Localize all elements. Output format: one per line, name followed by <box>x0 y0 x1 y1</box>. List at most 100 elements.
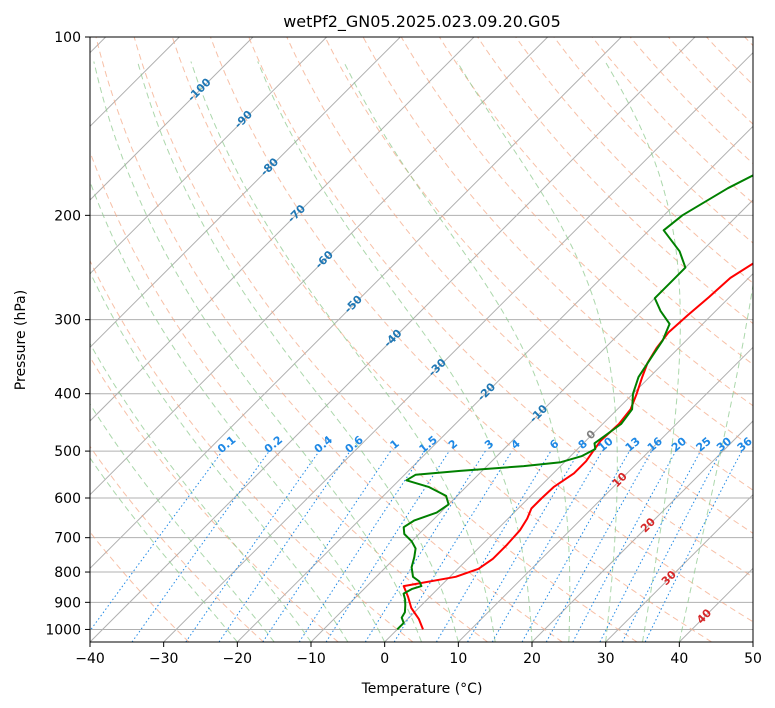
isotherm-line <box>605 493 753 642</box>
mixing-ratio-label: 36 <box>735 434 755 454</box>
x-tick-label: −30 <box>149 651 179 667</box>
isotherm-line <box>384 272 753 642</box>
dry-adiabat-line <box>706 37 753 86</box>
x-tick-label: 10 <box>449 651 467 667</box>
x-tick-label: −10 <box>296 651 326 667</box>
dry-adiabat-line <box>515 37 753 284</box>
isotherm-line <box>90 37 328 275</box>
moist-adiabat-line <box>90 271 349 642</box>
moist-adiabat-line <box>604 61 681 642</box>
y-tick-label: 800 <box>54 565 81 581</box>
moist-adiabat-line <box>343 61 571 642</box>
moist-adiabat-line <box>678 282 753 642</box>
mixing-ratio-line <box>545 450 653 642</box>
y-tick-label: 700 <box>54 531 81 547</box>
dry-adiabat-line <box>362 37 753 449</box>
mixing-ratio-label: 4 <box>509 437 523 452</box>
y-tick-label: 300 <box>54 313 81 329</box>
mixing-ratio-label: 1 <box>388 437 402 452</box>
mixing-ratio-line <box>131 450 270 642</box>
y-tick-label: 900 <box>54 595 81 611</box>
dry-adiabat-line <box>400 37 753 407</box>
y-axis-title: Pressure (hPa) <box>13 290 29 390</box>
isotherm-line <box>531 420 753 642</box>
isotherm-label: 40 <box>694 606 714 626</box>
dry-adiabat-line <box>90 445 264 642</box>
x-tick-label: 20 <box>523 651 541 667</box>
mixing-ratio-line <box>218 450 351 642</box>
mixing-ratio-line <box>185 450 320 642</box>
dry-adiabat-line <box>324 37 753 491</box>
dry-adiabat-line <box>477 37 753 325</box>
mixing-ratio-line <box>435 450 552 642</box>
moist-adiabat-line <box>137 61 459 642</box>
dewpoint-trace <box>396 174 753 631</box>
plot-area: -100-90-80-70-60-50-40-30-20-10010203040… <box>89 36 755 643</box>
isotherm-line <box>678 567 753 642</box>
isotherm-line <box>163 51 753 642</box>
mixing-ratio-line <box>467 450 580 642</box>
mixing-ratio-label: 2 <box>446 437 460 452</box>
isotherm-line <box>90 37 475 422</box>
x-tick-label: −40 <box>75 651 105 667</box>
plot-frame <box>89 36 754 643</box>
x-tick-label: 50 <box>744 651 762 667</box>
y-tick-label: 1000 <box>45 622 81 638</box>
mixing-ratio-label: 1.5 <box>417 433 440 455</box>
moist-adiabat-line <box>90 403 275 642</box>
dry-adiabat-line <box>90 150 488 642</box>
isotherm-line <box>457 346 753 642</box>
dry-adiabat-line <box>744 37 753 47</box>
dry-adiabat-line <box>90 259 414 642</box>
moist-adiabat-line <box>93 61 422 642</box>
dry-adiabat-line <box>133 37 638 642</box>
temperature-trace <box>402 262 753 630</box>
moist-adiabat-line <box>190 61 496 642</box>
dry-adiabat-line <box>629 37 753 165</box>
dry-adiabat-line <box>668 37 753 125</box>
isotherm-line <box>90 37 401 349</box>
y-tick-label: 500 <box>54 444 81 460</box>
dry-adiabat-line <box>171 37 712 642</box>
y-tick-label: 600 <box>54 491 81 507</box>
isotherm-line <box>90 37 622 570</box>
mixing-ratio-line <box>491 450 603 642</box>
dry-adiabat-line <box>210 37 753 623</box>
isotherm-line <box>90 37 549 496</box>
axis-ticks: −40 −30 −20 −10 0 10 20 30 40 5010020030040050060… <box>45 30 762 667</box>
isotherm-label: -20 <box>475 380 498 403</box>
moist-adiabat-line <box>456 61 618 642</box>
y-tick-label: 400 <box>54 387 81 403</box>
x-axis-title: Temperature (°C) <box>361 681 483 697</box>
y-tick-label: 100 <box>54 30 81 46</box>
mixing-ratio-line <box>521 450 630 642</box>
isotherm-line <box>90 37 254 201</box>
isotherm-line <box>236 125 753 642</box>
plot-background-lines: -100-90-80-70-60-50-40-30-20-10010203040… <box>90 37 755 642</box>
y-tick-label: 200 <box>54 208 81 224</box>
mixing-ratio-line <box>90 450 223 632</box>
mixing-ratio-label: 6 <box>547 437 561 452</box>
dry-adiabat-line <box>95 37 563 642</box>
mixing-ratio-label: 3 <box>482 437 496 452</box>
mixing-ratio-line <box>364 450 486 642</box>
mixing-ratio-line <box>572 450 677 642</box>
x-tick-label: 0 <box>380 651 389 667</box>
dry-adiabat-line <box>248 37 753 578</box>
chart-title: wetPf2_GN05.2025.023.09.20.G05 <box>283 12 561 32</box>
isotherm-line <box>310 199 753 642</box>
mixing-ratio-line <box>262 450 392 642</box>
moist-adiabat-line <box>90 342 312 642</box>
mixing-ratio-line <box>325 450 450 642</box>
x-tick-label: −20 <box>223 651 253 667</box>
dry-adiabat-line <box>591 37 753 204</box>
dry-adiabat-line <box>553 37 753 244</box>
x-tick-label: 30 <box>597 651 615 667</box>
mixing-ratio-label: 0.4 <box>312 433 336 456</box>
mixing-ratio-label: 0.1 <box>215 433 238 455</box>
isotherm-label: -80 <box>258 155 281 178</box>
x-tick-label: 40 <box>670 651 688 667</box>
mixing-ratio-label: 0.2 <box>262 433 285 455</box>
moist-adiabat-line <box>257 61 533 642</box>
